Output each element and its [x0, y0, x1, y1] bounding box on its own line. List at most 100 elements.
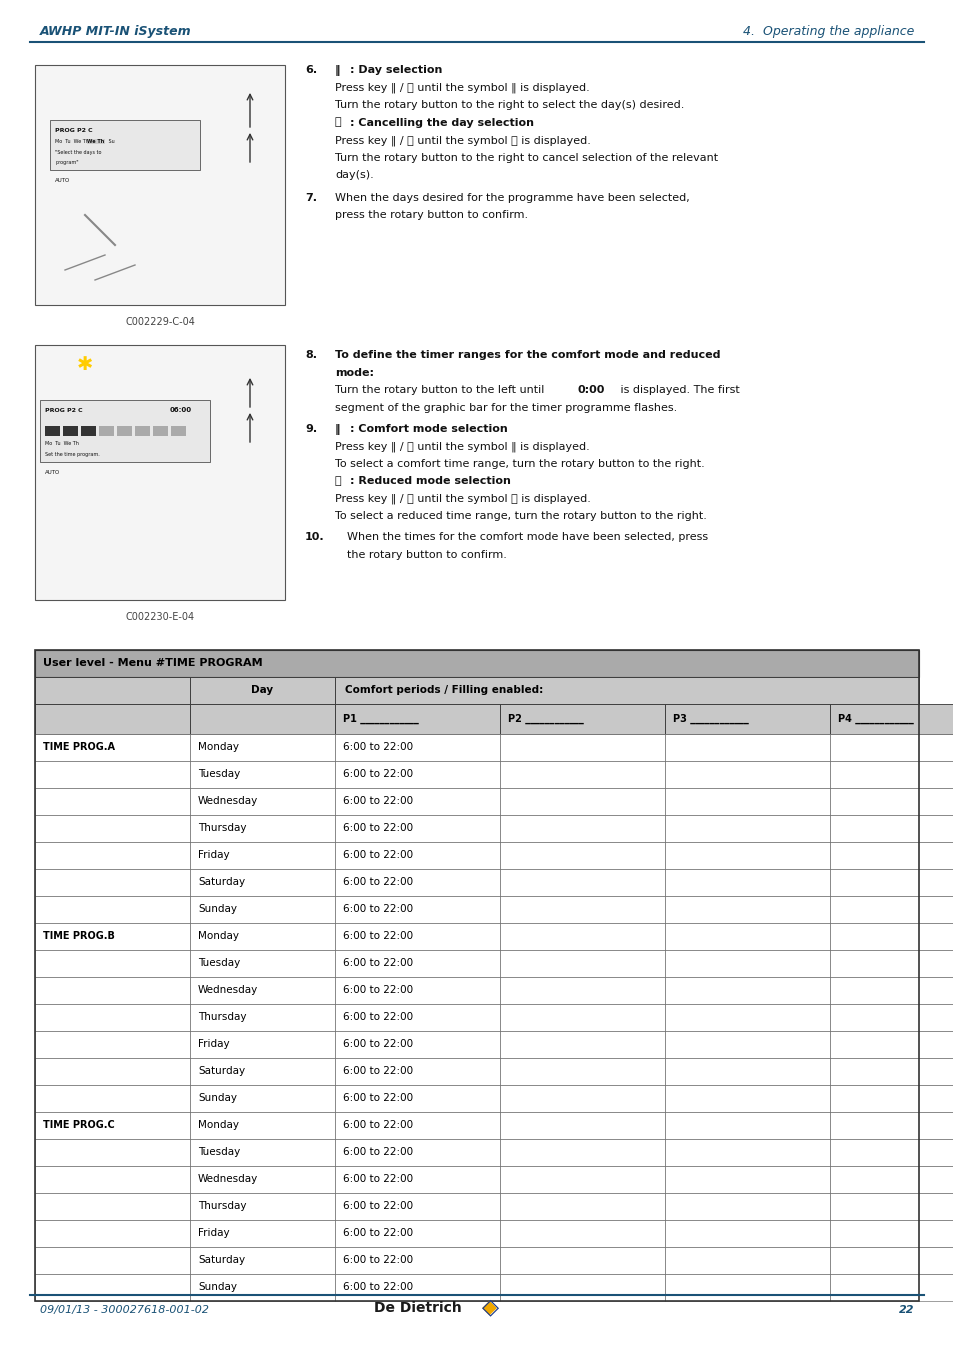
- FancyBboxPatch shape: [35, 703, 190, 733]
- FancyBboxPatch shape: [829, 703, 953, 733]
- Text: 6:00 to 22:00: 6:00 to 22:00: [343, 1094, 413, 1103]
- FancyBboxPatch shape: [35, 1192, 190, 1219]
- Text: ‖: ‖: [335, 65, 340, 76]
- Text: AUTO: AUTO: [45, 470, 60, 475]
- Text: 6:00 to 22:00: 6:00 to 22:00: [343, 958, 413, 968]
- FancyBboxPatch shape: [664, 841, 829, 868]
- FancyBboxPatch shape: [499, 1165, 664, 1192]
- FancyBboxPatch shape: [664, 1030, 829, 1057]
- Text: When the days desired for the programme have been selected,: When the days desired for the programme …: [335, 193, 689, 202]
- Text: 6.: 6.: [305, 65, 316, 76]
- FancyBboxPatch shape: [35, 1219, 190, 1246]
- Text: 22: 22: [898, 1305, 913, 1315]
- FancyBboxPatch shape: [335, 1273, 499, 1300]
- FancyBboxPatch shape: [35, 346, 285, 599]
- Text: 6:00 to 22:00: 6:00 to 22:00: [343, 824, 413, 833]
- FancyBboxPatch shape: [829, 1138, 953, 1165]
- Text: 6:00 to 22:00: 6:00 to 22:00: [343, 1174, 413, 1184]
- Text: Press key ‖ / ⦀ until the symbol ⦀ is displayed.: Press key ‖ / ⦀ until the symbol ⦀ is di…: [335, 135, 590, 146]
- FancyBboxPatch shape: [335, 868, 499, 895]
- FancyBboxPatch shape: [335, 733, 499, 760]
- Text: Press key ‖ / ⦀ until the symbol ‖ is displayed.: Press key ‖ / ⦀ until the symbol ‖ is di…: [335, 82, 589, 93]
- FancyBboxPatch shape: [499, 1192, 664, 1219]
- Text: Mo  Tu  We Th  Fr  Sa  Su: Mo Tu We Th Fr Sa Su: [55, 139, 114, 144]
- FancyBboxPatch shape: [335, 1138, 499, 1165]
- Text: C002230-E-04: C002230-E-04: [125, 612, 194, 622]
- FancyBboxPatch shape: [499, 760, 664, 787]
- FancyBboxPatch shape: [335, 760, 499, 787]
- FancyBboxPatch shape: [499, 841, 664, 868]
- FancyBboxPatch shape: [664, 733, 829, 760]
- FancyBboxPatch shape: [190, 1084, 335, 1111]
- Text: Turn the rotary button to the right to select the day(s) desired.: Turn the rotary button to the right to s…: [335, 100, 683, 109]
- FancyBboxPatch shape: [190, 1165, 335, 1192]
- Text: Friday: Friday: [198, 1040, 230, 1049]
- FancyBboxPatch shape: [35, 1003, 190, 1030]
- Text: Monday: Monday: [198, 1120, 239, 1130]
- Text: Monday: Monday: [198, 931, 239, 941]
- FancyBboxPatch shape: [499, 814, 664, 841]
- FancyBboxPatch shape: [335, 814, 499, 841]
- FancyBboxPatch shape: [335, 1111, 499, 1138]
- FancyBboxPatch shape: [664, 703, 829, 733]
- Text: Tuesday: Tuesday: [198, 769, 240, 779]
- Text: AUTO: AUTO: [55, 178, 71, 184]
- Text: 4.  Operating the appliance: 4. Operating the appliance: [741, 26, 913, 38]
- FancyBboxPatch shape: [190, 841, 335, 868]
- FancyBboxPatch shape: [499, 1084, 664, 1111]
- FancyBboxPatch shape: [829, 949, 953, 976]
- Text: Tuesday: Tuesday: [198, 1148, 240, 1157]
- FancyBboxPatch shape: [50, 120, 200, 170]
- Text: AWHP MIT-IN iSystem: AWHP MIT-IN iSystem: [40, 26, 192, 38]
- FancyBboxPatch shape: [664, 1003, 829, 1030]
- Text: To select a comfort time range, turn the rotary button to the right.: To select a comfort time range, turn the…: [335, 459, 704, 468]
- FancyBboxPatch shape: [171, 427, 186, 436]
- Text: 10.: 10.: [305, 532, 324, 541]
- Text: ⦀: ⦀: [335, 477, 341, 486]
- FancyBboxPatch shape: [335, 1192, 499, 1219]
- FancyBboxPatch shape: [499, 1030, 664, 1057]
- FancyBboxPatch shape: [35, 733, 190, 760]
- FancyBboxPatch shape: [829, 1057, 953, 1084]
- FancyBboxPatch shape: [335, 1246, 499, 1273]
- Text: To define the timer ranges for the comfort mode and reduced: To define the timer ranges for the comfo…: [335, 350, 720, 360]
- FancyBboxPatch shape: [664, 922, 829, 949]
- FancyBboxPatch shape: [335, 1003, 499, 1030]
- FancyBboxPatch shape: [335, 976, 499, 1003]
- FancyBboxPatch shape: [35, 841, 190, 868]
- FancyBboxPatch shape: [35, 1084, 190, 1111]
- Text: P1 ____________: P1 ____________: [343, 714, 418, 724]
- FancyBboxPatch shape: [829, 1084, 953, 1111]
- Text: Saturday: Saturday: [198, 1066, 245, 1076]
- FancyBboxPatch shape: [35, 1057, 190, 1084]
- FancyBboxPatch shape: [664, 1057, 829, 1084]
- Text: Comfort periods / Filling enabled:: Comfort periods / Filling enabled:: [345, 686, 542, 695]
- FancyBboxPatch shape: [35, 1246, 190, 1273]
- Text: 09/01/13 - 300027618-001-02: 09/01/13 - 300027618-001-02: [40, 1305, 209, 1315]
- FancyBboxPatch shape: [829, 1246, 953, 1273]
- FancyBboxPatch shape: [664, 1219, 829, 1246]
- FancyBboxPatch shape: [499, 976, 664, 1003]
- FancyBboxPatch shape: [190, 1192, 335, 1219]
- FancyBboxPatch shape: [335, 922, 499, 949]
- Text: 6:00 to 22:00: 6:00 to 22:00: [343, 850, 413, 860]
- Text: 9.: 9.: [305, 424, 316, 433]
- FancyBboxPatch shape: [829, 1030, 953, 1057]
- Text: We Th: We Th: [87, 139, 104, 144]
- FancyBboxPatch shape: [664, 1138, 829, 1165]
- Text: 6:00 to 22:00: 6:00 to 22:00: [343, 743, 413, 752]
- FancyBboxPatch shape: [499, 949, 664, 976]
- Text: Wednesday: Wednesday: [198, 1174, 258, 1184]
- FancyBboxPatch shape: [664, 1165, 829, 1192]
- FancyBboxPatch shape: [335, 895, 499, 922]
- FancyBboxPatch shape: [190, 703, 335, 733]
- Text: Tuesday: Tuesday: [198, 958, 240, 968]
- Text: 8.: 8.: [305, 350, 316, 360]
- FancyBboxPatch shape: [499, 1057, 664, 1084]
- FancyBboxPatch shape: [190, 1057, 335, 1084]
- FancyBboxPatch shape: [190, 1273, 335, 1300]
- Text: ◆: ◆: [481, 1297, 497, 1318]
- Text: P2 ____________: P2 ____________: [507, 714, 583, 724]
- FancyBboxPatch shape: [829, 733, 953, 760]
- Text: ‖: ‖: [335, 424, 340, 435]
